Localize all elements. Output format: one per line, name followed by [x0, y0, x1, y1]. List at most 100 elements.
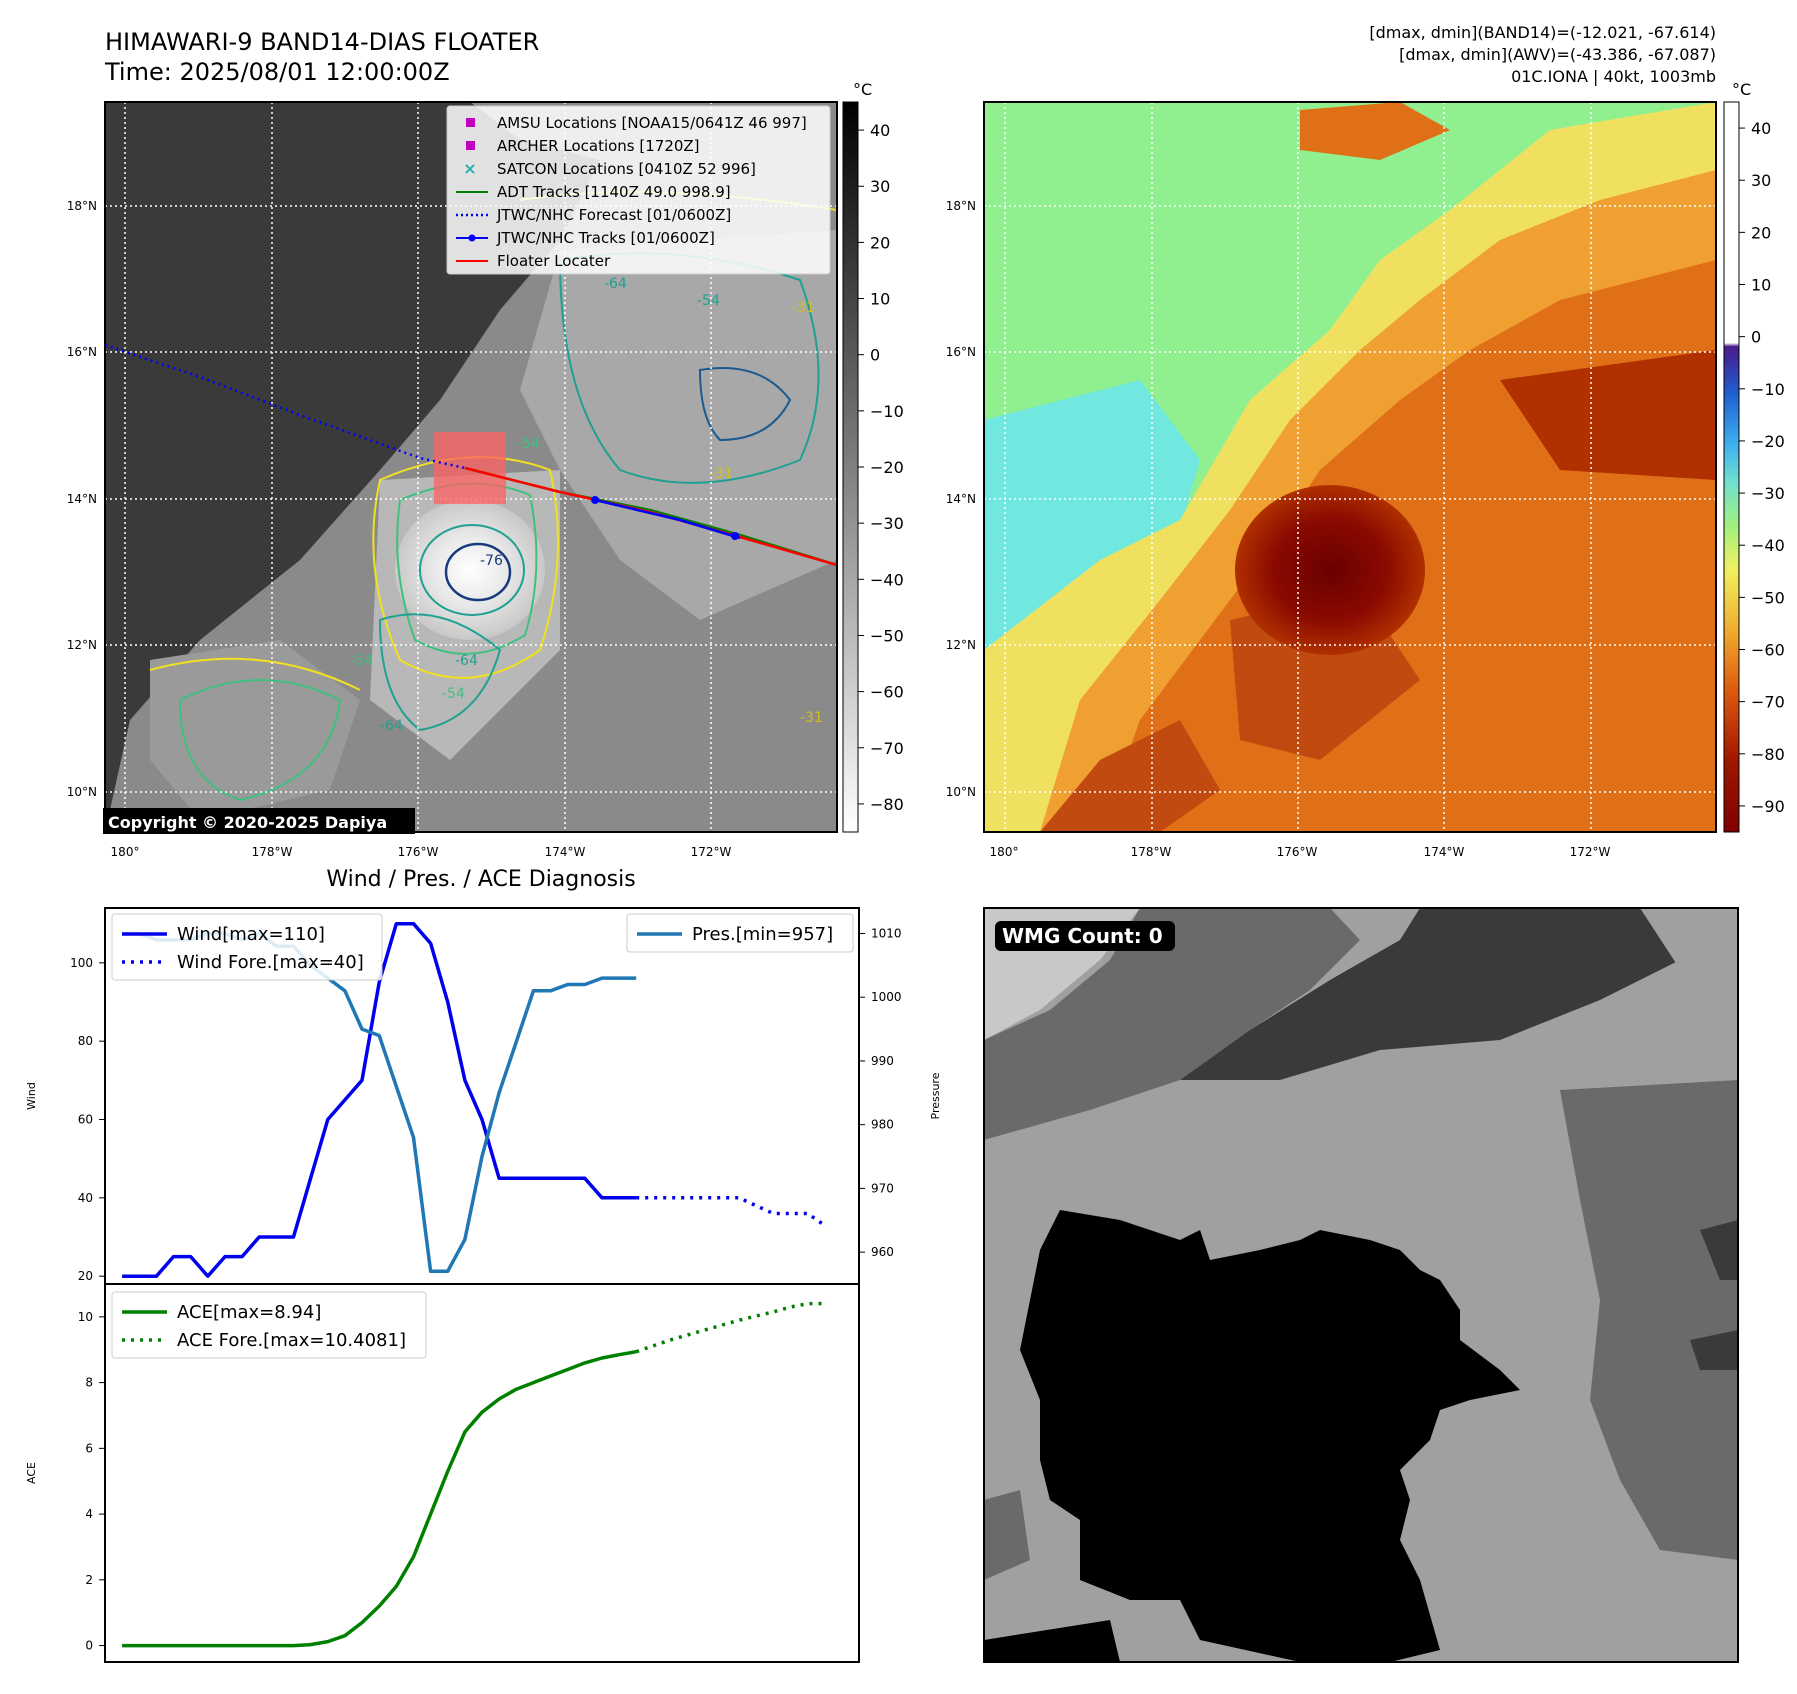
legend-entry-label: JTWC/NHC Tracks [01/0600Z]	[496, 229, 715, 247]
stats-storm: 01C.IONA | 40kt, 1003mb	[1511, 67, 1716, 86]
colorbar-tick-label: −30	[1751, 484, 1785, 503]
stats-awv: [dmax, dmin](AWV)=(-43.386, -67.087)	[1399, 45, 1716, 64]
colorbar-tick-label: −50	[1751, 588, 1785, 607]
y-tick-label: 4	[85, 1507, 93, 1521]
y-tick-label: 0	[85, 1639, 93, 1653]
colorbar-tick-label: −90	[1751, 797, 1785, 816]
y-tick-label: 100	[70, 956, 93, 970]
y2-tick-label: 970	[871, 1181, 894, 1195]
y-tick-label: 40	[78, 1191, 93, 1205]
lon-tick-label: 174°W	[1424, 845, 1465, 859]
chart-legend-label: Wind Fore.[max=40]	[177, 952, 364, 973]
lon-tick-label: 172°W	[1570, 845, 1611, 859]
ace-chart: 0 2 4 6 8 10 ACE ACE[max=8.94] ACE Fore.[max=10.…	[25, 1284, 859, 1662]
colorbar-tick-label: −10	[870, 402, 904, 421]
y2-tick-label: 980	[871, 1118, 894, 1132]
lat-tick-label: 16°N	[946, 345, 976, 359]
contour-label: -31	[710, 466, 733, 482]
contour-label: -31	[800, 710, 823, 726]
contour-label: -54	[442, 686, 465, 702]
contour-label: -64	[380, 718, 403, 734]
contour-label: -54	[697, 293, 720, 309]
legend-entry-label: ARCHER Locations [1720Z]	[497, 137, 700, 155]
chart-legend-label: Wind[max=110]	[177, 924, 325, 945]
lon-tick-label: 178°W	[252, 845, 293, 859]
lon-tick-label: 176°W	[398, 845, 439, 859]
y-tick-label: 6	[85, 1441, 93, 1455]
y-tick-label: 8	[85, 1376, 93, 1390]
chart-legend-label: Pres.[min=957]	[692, 924, 833, 945]
y2-tick-label: 990	[871, 1054, 894, 1068]
chart-legend-label: ACE Fore.[max=10.4081]	[177, 1330, 406, 1351]
colorbar-tick-label: −80	[1751, 745, 1785, 764]
y2-tick-label: 1010	[871, 926, 902, 940]
colorbar-tick-label: −50	[870, 626, 904, 645]
colorbar-tick-label: 20	[870, 233, 890, 252]
diagnosis-title: Wind / Pres. / ACE Diagnosis	[326, 867, 635, 892]
colorbar-tick-label: −10	[1751, 380, 1785, 399]
contour-label: -64	[604, 276, 627, 292]
lon-tick-label: 172°W	[691, 845, 732, 859]
legend-marker-square	[466, 118, 475, 127]
lon-tick-label: 174°W	[545, 845, 586, 859]
legend-entry-label: SATCON Locations [0410Z 52 996]	[497, 160, 756, 178]
contour-label: -54	[350, 653, 373, 669]
y-axis-label: Wind	[25, 1082, 38, 1110]
colorbar-tick-label: 20	[1751, 223, 1771, 242]
legend-entry-label: AMSU Locations [NOAA15/0641Z 46 997]	[497, 114, 807, 132]
y-axis-label: ACE	[25, 1462, 38, 1484]
lat-tick-label: 14°N	[67, 492, 97, 506]
y-tick-label: 60	[78, 1113, 93, 1127]
colorbar-tick-label: −60	[1751, 641, 1785, 660]
colorbar-tick-label: 40	[870, 121, 890, 140]
y2-tick-label: 960	[871, 1245, 894, 1259]
track-legend: AMSU Locations [NOAA15/0641Z 46 997] ARCH…	[447, 106, 830, 274]
lat-tick-label: 18°N	[67, 199, 97, 213]
colorbar-tick-label: −30	[870, 514, 904, 533]
chart-legend-label: ACE[max=8.94]	[177, 1302, 321, 1323]
legend-marker-x: ×	[463, 159, 476, 178]
legend-marker-square	[466, 141, 475, 150]
colorbar-tick-label: 0	[1751, 328, 1761, 347]
legend-entry-label: JTWC/NHC Forecast [01/0600Z]	[496, 206, 731, 224]
lat-tick-label: 18°N	[946, 199, 976, 213]
legend-entry-label: Floater Locater	[497, 252, 611, 270]
colorbar-tick-label: −70	[870, 739, 904, 758]
colorbar-tick-label: 10	[1751, 276, 1771, 295]
colorbar-tick-label: −20	[870, 458, 904, 477]
colorbar-tick-label: −20	[1751, 432, 1785, 451]
figure-time: Time: 2025/08/01 12:00:00Z	[104, 58, 450, 86]
wmg-count-label: WMG Count: 0	[1002, 924, 1163, 948]
contour-label: -31	[792, 300, 815, 316]
colorbar-tick-label: 0	[870, 346, 880, 365]
lat-tick-label: 12°N	[946, 638, 976, 652]
legend-marker-dot	[469, 235, 476, 242]
lon-tick-label: 180°	[990, 845, 1019, 859]
y-tick-label: 80	[78, 1034, 93, 1048]
y2-axis-label: Pressure	[929, 1072, 942, 1119]
contour-label: -64	[455, 653, 478, 669]
lon-tick-label: 176°W	[1277, 845, 1318, 859]
gray-colorbar-unit: °C	[853, 80, 872, 99]
colorbar-tick-label: 10	[870, 290, 890, 309]
wmg-panel: WMG Count: 0	[984, 908, 1738, 1662]
colorbar-tick-label: −40	[870, 570, 904, 589]
figure-title: HIMAWARI-9 BAND14-DIAS FLOATER	[105, 28, 539, 56]
copyright-text: Copyright © 2020-2025 Dapiya	[108, 813, 387, 832]
color-ir-map-panel	[984, 102, 1716, 832]
colorbar-tick-label: 30	[870, 177, 890, 196]
colorbar-tick-label: −70	[1751, 693, 1785, 712]
y-tick-label: 20	[78, 1269, 93, 1283]
y-tick-label: 2	[85, 1573, 93, 1587]
colorbar-tick-label: −80	[870, 795, 904, 814]
y-tick-label: 10	[78, 1310, 93, 1324]
lon-tick-label: 178°W	[1131, 845, 1172, 859]
colorbar-tick-label: 40	[1751, 119, 1771, 138]
contour-label: -76	[480, 553, 503, 569]
lat-tick-label: 12°N	[67, 638, 97, 652]
